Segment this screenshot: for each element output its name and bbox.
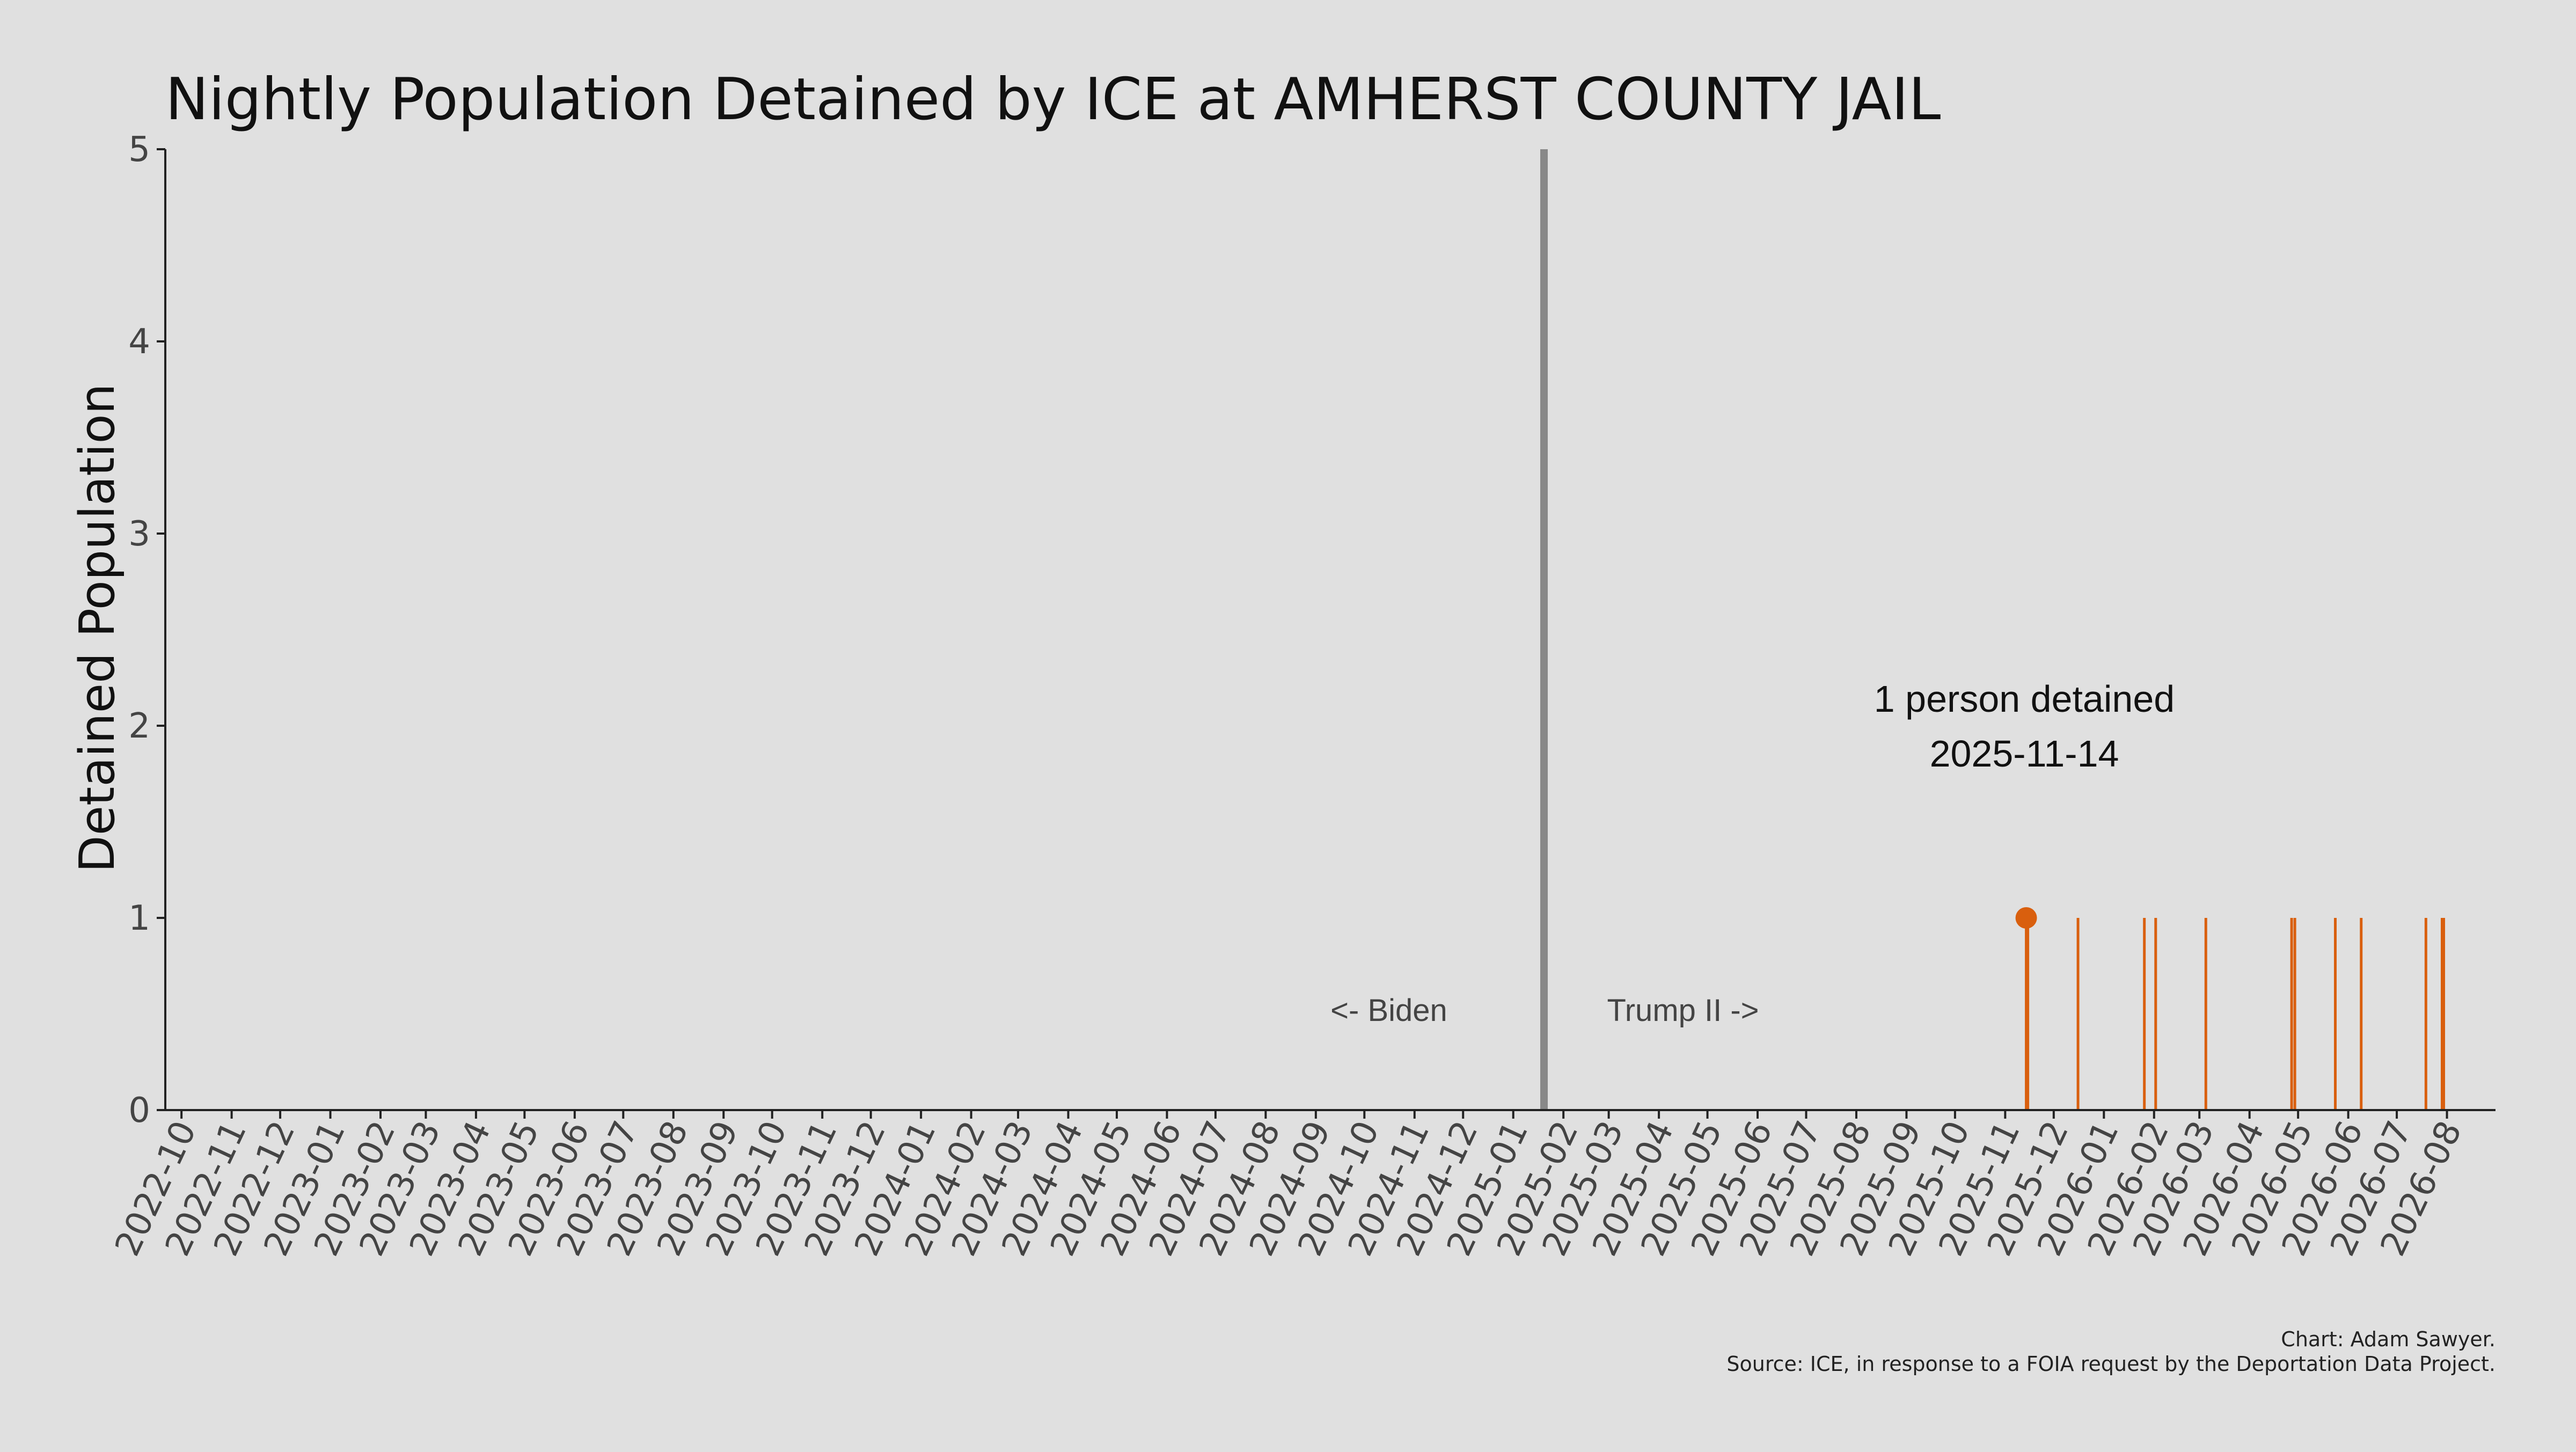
bar	[2293, 918, 2296, 1110]
bar	[2440, 918, 2443, 1110]
y-axis: 0 1 2 3 4 5	[128, 130, 165, 1130]
bar	[2360, 918, 2363, 1110]
bar	[2333, 918, 2337, 1110]
annotation-line-1: 1 person detained	[1874, 678, 2175, 720]
y-tick-label: 5	[128, 130, 150, 170]
chart-source: Source: ICE, in response to a FOIA reque…	[1726, 1352, 2496, 1376]
y-tick-label: 1	[128, 899, 150, 938]
era-label-biden: <- Biden	[1330, 993, 1447, 1028]
bar	[2026, 918, 2030, 1110]
chart-credit: Chart: Adam Sawyer.	[2281, 1327, 2496, 1351]
era-label-trump: Trump II ->	[1607, 993, 1759, 1028]
bar	[2442, 918, 2446, 1110]
bar	[2076, 918, 2080, 1110]
bar	[2143, 918, 2146, 1110]
y-axis-label: Detained Population	[69, 383, 126, 872]
x-axis: 2022-102022-112022-122023-012023-022023-…	[108, 1110, 2470, 1262]
bar	[2025, 918, 2028, 1110]
bar	[2154, 918, 2157, 1110]
y-tick-label: 0	[128, 1091, 150, 1130]
bar	[2204, 918, 2207, 1110]
y-tick-label: 3	[128, 514, 150, 554]
y-tick-label: 4	[128, 322, 150, 362]
chart-title: Nightly Population Detained by ICE at AM…	[165, 66, 1941, 133]
y-tick-label: 2	[128, 706, 150, 746]
annotation-line-2: 2025-11-14	[1930, 733, 2119, 775]
data-series	[2015, 907, 2446, 1110]
bar	[2290, 918, 2293, 1110]
highlight-marker	[2015, 907, 2037, 929]
bar	[2424, 918, 2427, 1110]
